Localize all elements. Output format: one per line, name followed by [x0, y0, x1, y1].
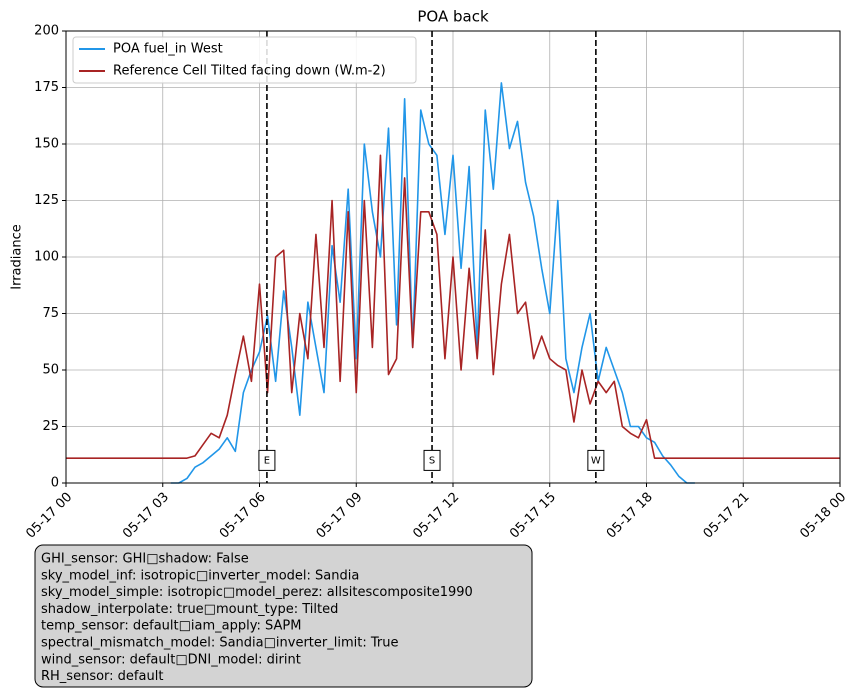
x-tick-label: 05-17 15	[507, 490, 559, 542]
y-tick-label: 50	[42, 363, 59, 378]
x-tick-label: 05-17 03	[120, 490, 172, 542]
info-line: sky_model_inf: isotropic□inverter_model:…	[41, 568, 359, 583]
chart-title: POA back	[417, 8, 489, 26]
y-tick-label: 100	[34, 250, 59, 265]
marker-label-box	[258, 449, 276, 471]
info-line: sky_model_simple: isotropic□model_perez:…	[41, 585, 473, 600]
marker-label-box	[423, 449, 441, 471]
marker-label: S	[429, 455, 435, 466]
info-line: temp_sensor: default□iam_apply: SAPM	[41, 619, 301, 634]
y-axis-label: Irradiance	[10, 224, 25, 289]
series-line	[66, 154, 840, 459]
y-tick-label: 0	[51, 476, 59, 491]
x-tick-label: 05-17 00	[23, 490, 75, 542]
legend-label: Reference Cell Tilted facing down (W.m-2…	[113, 64, 386, 79]
x-tick-label: 05-17 12	[410, 490, 462, 542]
y-tick-label: 175	[34, 80, 59, 95]
info-line: spectral_mismatch_model: Sandia□inverter…	[41, 636, 398, 651]
x-tick-label: 05-17 06	[217, 490, 269, 542]
plot-frame	[65, 30, 841, 484]
legend: POA fuel_in West Reference Cell Tilted fa…	[72, 36, 417, 84]
legend-label: POA fuel_in West	[113, 42, 223, 57]
y-tick-label: 25	[42, 419, 59, 434]
series-line	[170, 82, 695, 484]
legend-box	[72, 36, 417, 84]
info-line: wind_sensor: default□DNI_model: dirint	[41, 652, 301, 667]
y-tick-label: 75	[42, 306, 59, 321]
y-tick-label: 200	[34, 24, 59, 39]
info-line: shadow_interpolate: true□mount_type: Til…	[41, 602, 338, 617]
x-tick-label: 05-18 00	[797, 490, 849, 542]
info-box	[34, 544, 533, 688]
info-line: RH_sensor: default	[41, 669, 163, 684]
y-tick-label: 125	[34, 193, 59, 208]
x-tick-label: 05-17 09	[314, 490, 366, 542]
info-line: GHI_sensor: GHI□shadow: False	[41, 552, 249, 567]
x-tick-label: 05-17 18	[604, 490, 656, 542]
marker-label: W	[591, 455, 601, 466]
marker-label: E	[264, 455, 270, 466]
marker-label-box	[587, 449, 605, 471]
x-tick-label: 05-17 21	[701, 490, 753, 542]
y-tick-label: 150	[34, 137, 59, 152]
